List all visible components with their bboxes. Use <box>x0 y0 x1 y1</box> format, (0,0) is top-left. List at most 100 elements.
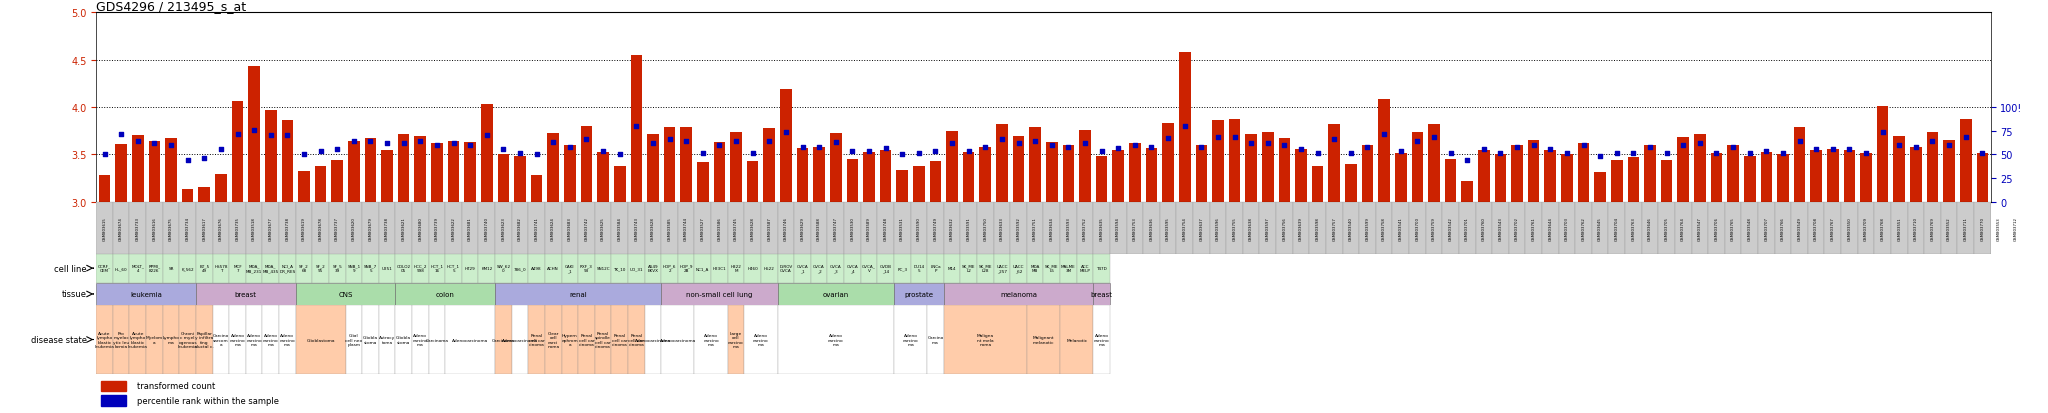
Bar <box>379 254 395 283</box>
Text: H322
M: H322 M <box>731 264 741 273</box>
Bar <box>1362 146 1374 202</box>
Point <box>1784 138 1817 145</box>
Bar <box>1591 202 1608 254</box>
Point <box>604 152 637 159</box>
Text: PC_3: PC_3 <box>897 266 907 271</box>
Bar <box>711 202 727 254</box>
Bar <box>1624 202 1642 254</box>
Text: GSM803590: GSM803590 <box>918 216 922 240</box>
Bar <box>180 306 197 374</box>
Text: Adenocarcinoma: Adenocarcinoma <box>502 338 539 342</box>
Bar <box>1010 202 1026 254</box>
Text: ovarian: ovarian <box>823 291 848 297</box>
Text: GSM803739: GSM803739 <box>434 216 438 240</box>
Text: GSM803683: GSM803683 <box>567 216 571 240</box>
Text: GSM803676: GSM803676 <box>219 216 223 240</box>
Bar <box>1112 150 1124 202</box>
Point <box>1849 150 1882 157</box>
Point <box>920 148 952 154</box>
Bar <box>264 111 276 202</box>
Bar <box>696 163 709 202</box>
Bar <box>246 306 262 374</box>
Text: Lympho
ma: Lympho ma <box>162 335 180 344</box>
Point <box>436 140 469 147</box>
Text: prostate: prostate <box>905 291 934 297</box>
Bar <box>893 283 944 306</box>
Bar <box>1808 202 1825 254</box>
Bar <box>961 202 977 254</box>
Bar <box>162 202 180 254</box>
Bar <box>162 306 180 374</box>
Text: K_562: K_562 <box>182 266 195 271</box>
Bar <box>397 134 410 202</box>
Text: A498: A498 <box>530 266 543 271</box>
Text: GSM803763: GSM803763 <box>1632 216 1636 240</box>
Bar <box>463 254 479 283</box>
Text: GDS4296 / 213495_s_at: GDS4296 / 213495_s_at <box>96 0 246 13</box>
Bar <box>113 254 129 283</box>
Text: Large
cell
carcino
ma: Large cell carcino ma <box>729 331 743 349</box>
Text: H460: H460 <box>748 266 758 271</box>
Bar <box>612 254 629 283</box>
Text: GSM803629: GSM803629 <box>801 216 805 240</box>
Text: GSM803761: GSM803761 <box>1532 216 1536 240</box>
Text: BT_5
49: BT_5 49 <box>199 264 209 273</box>
Point <box>1634 144 1667 151</box>
Text: GSM803700: GSM803700 <box>1415 216 1419 240</box>
Bar <box>465 143 475 202</box>
Bar <box>1094 283 1110 306</box>
Bar <box>262 306 279 374</box>
Bar <box>911 254 928 283</box>
Bar <box>145 254 162 283</box>
Text: TK_10: TK_10 <box>614 266 627 271</box>
Point <box>88 152 121 159</box>
Bar <box>979 147 991 202</box>
Text: GSM803770: GSM803770 <box>1980 216 1985 240</box>
Text: M14: M14 <box>948 266 956 271</box>
Bar <box>811 254 827 283</box>
Bar <box>797 148 809 202</box>
Bar <box>281 121 293 202</box>
Point <box>1733 150 1765 157</box>
Text: MCF
7: MCF 7 <box>233 264 242 273</box>
Bar <box>582 127 592 202</box>
Text: CAKI
_1: CAKI _1 <box>565 264 575 273</box>
Bar <box>1346 164 1356 202</box>
Bar <box>1907 202 1925 254</box>
Bar <box>713 143 725 202</box>
Bar <box>1475 202 1493 254</box>
Point <box>270 133 303 140</box>
Text: Carcino
ma: Carcino ma <box>928 335 944 344</box>
Bar <box>346 202 362 254</box>
Bar <box>315 166 326 202</box>
Text: GSM803750: GSM803750 <box>983 216 987 240</box>
Text: HCT_1
5: HCT_1 5 <box>446 264 461 273</box>
Text: OVDB
_14: OVDB _14 <box>879 264 891 273</box>
Text: SN12C: SN12C <box>596 266 610 271</box>
Point <box>537 140 569 146</box>
Text: GSM803634: GSM803634 <box>1051 216 1055 240</box>
Text: H522: H522 <box>764 266 774 271</box>
Bar <box>1542 202 1559 254</box>
Bar <box>1393 202 1409 254</box>
Bar <box>1608 202 1624 254</box>
Bar <box>145 306 162 374</box>
Bar <box>893 306 928 374</box>
Bar <box>1094 306 1110 374</box>
Bar <box>594 202 612 254</box>
Text: GSM803547: GSM803547 <box>1698 216 1702 240</box>
Bar <box>1180 53 1190 202</box>
Bar <box>545 202 561 254</box>
Point <box>1135 144 1167 151</box>
Bar <box>1030 128 1040 202</box>
Bar <box>1012 137 1024 202</box>
Text: Myelom
a: Myelom a <box>145 335 164 344</box>
Bar <box>762 254 778 283</box>
Point <box>121 138 154 145</box>
Point <box>287 152 319 159</box>
Bar <box>662 202 678 254</box>
Bar <box>561 254 578 283</box>
Bar <box>1094 254 1110 283</box>
Point <box>137 140 170 147</box>
Bar <box>1495 154 1505 202</box>
